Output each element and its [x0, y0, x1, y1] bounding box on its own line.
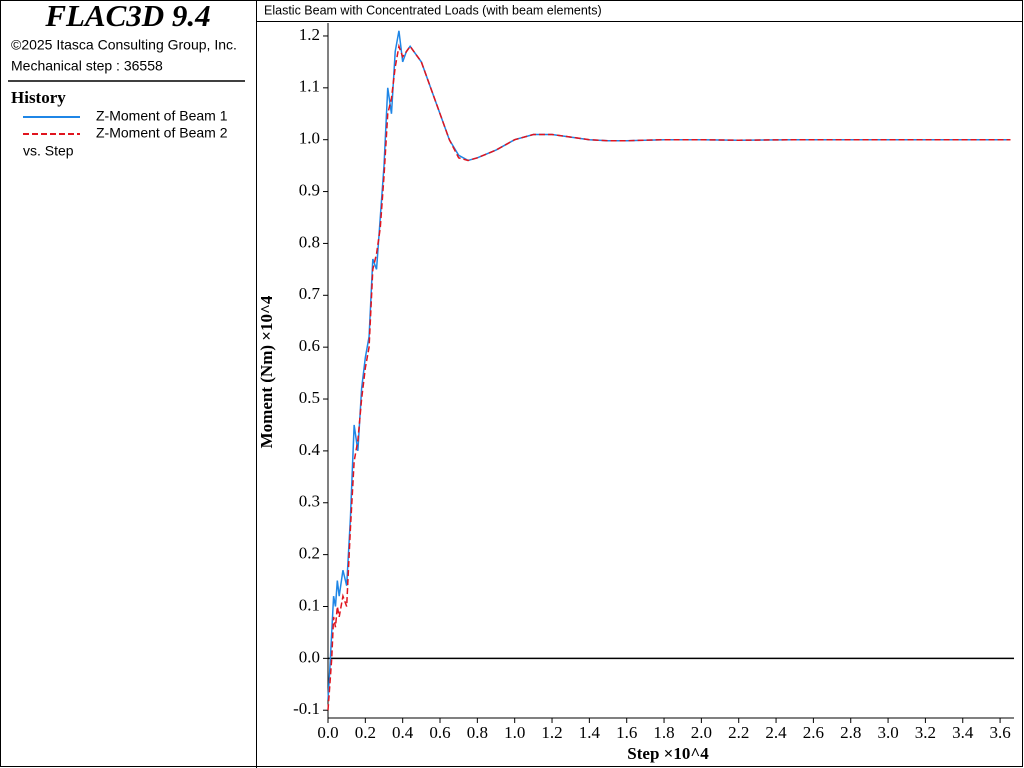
y-tick-label: 1.1	[299, 77, 320, 96]
status: Mechanical step : 36558	[11, 58, 163, 74]
y-axis-label: Moment (Nm) ×10^4	[257, 295, 276, 448]
y-tick-label: 0.8	[299, 232, 320, 251]
y-tick-label: 0.5	[299, 388, 320, 407]
x-tick-label: 1.8	[653, 723, 674, 742]
x-tick-label: 0.0	[317, 723, 338, 742]
y-tick-label: 0.9	[299, 180, 320, 199]
x-tick-label: 0.2	[355, 723, 376, 742]
y-tick-label: 0.6	[299, 336, 320, 355]
x-tick-label: 2.6	[803, 723, 824, 742]
y-tick-label: 0.3	[299, 492, 320, 511]
x-tick-label: 0.4	[392, 723, 414, 742]
x-tick-label: 2.4	[765, 723, 787, 742]
y-tick-label: 1.0	[299, 129, 320, 148]
y-tick-label: -0.1	[293, 699, 320, 718]
x-tick-label: 1.6	[616, 723, 637, 742]
x-tick-label: 3.2	[915, 723, 936, 742]
y-tick-label: 0.4	[299, 440, 321, 459]
x-variable: vs. Step	[23, 143, 74, 159]
x-tick-label: 0.6	[429, 723, 450, 742]
x-axis-label: Step ×10^4	[627, 744, 709, 763]
x-tick-label: 2.2	[728, 723, 749, 742]
legend-label: Z-Moment of Beam 1	[96, 108, 228, 124]
x-tick-label: 1.4	[579, 723, 601, 742]
y-tick-label: 0.0	[299, 647, 320, 666]
x-tick-label: 0.8	[467, 723, 488, 742]
x-tick-label: 1.0	[504, 723, 525, 742]
title-bar	[256, 0, 1023, 22]
y-tick-label: 0.2	[299, 544, 320, 563]
y-tick-label: 0.1	[299, 595, 320, 614]
copyright: ©2025 Itasca Consulting Group, Inc.	[11, 37, 237, 53]
x-tick-label: 2.0	[691, 723, 712, 742]
chart-title: Elastic Beam with Concentrated Loads (wi…	[264, 3, 602, 17]
y-tick-label: 0.7	[299, 284, 321, 303]
app-title: FLAC3D 9.4	[44, 0, 210, 33]
x-tick-label: 3.4	[952, 723, 974, 742]
y-tick-label: 1.2	[299, 25, 320, 44]
x-tick-label: 1.2	[541, 723, 562, 742]
x-tick-label: 2.8	[840, 723, 861, 742]
x-tick-label: 3.6	[989, 723, 1010, 742]
x-tick-label: 3.0	[877, 723, 898, 742]
history-heading: History	[11, 88, 66, 107]
series-line	[327, 30, 1011, 700]
series-line	[327, 43, 1011, 711]
legend-label: Z-Moment of Beam 2	[96, 125, 228, 141]
